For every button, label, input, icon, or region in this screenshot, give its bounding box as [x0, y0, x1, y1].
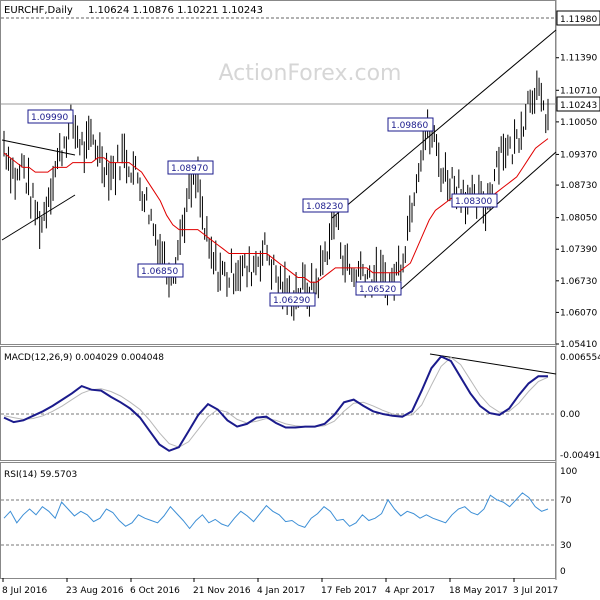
- price-axis-tick: 1.11390: [560, 54, 597, 64]
- x-axis-label: 23 Aug 2016: [66, 586, 124, 596]
- ohlc-readout: 1.10624 1.10876 1.10221 1.10243: [88, 5, 263, 16]
- rsi-axis-0: 0: [560, 567, 566, 577]
- rsi-axis-30: 30: [560, 541, 572, 551]
- annotation-label: 1.06520: [359, 285, 396, 295]
- price-tags: 1.11980 1.10243: [556, 10, 600, 112]
- price-axis: 1.11390 1.10710 1.10050 1.09370 1.08730 1.080…: [556, 54, 597, 350]
- price-axis-tick: 1.06730: [560, 277, 597, 287]
- annotation-label: 1.08300: [455, 197, 492, 207]
- rsi-panel-frame: [0, 462, 556, 579]
- price-axis-tick: 1.10710: [560, 86, 597, 96]
- macd-signal-line: [3, 356, 549, 448]
- price-axis-tick: 1.08730: [560, 181, 597, 191]
- rsi-axis-70: 70: [560, 496, 572, 506]
- channel-lower-line: [399, 151, 557, 291]
- channel-upper-line: [331, 29, 557, 219]
- x-axis-label: 21 Nov 2016: [193, 586, 251, 596]
- price-annotations: 1.09990 1.08970 1.06850 1.06290 1.08230 1.065…: [27, 109, 498, 307]
- last-price-tag-box: [556, 96, 600, 112]
- triangle-lower-line: [1, 194, 76, 241]
- resistance-tag-box: [556, 10, 600, 26]
- moving-average-line: [3, 138, 549, 283]
- macd-axis-zero: 0.00: [560, 410, 580, 420]
- price-axis-tick: 1.10050: [560, 118, 597, 128]
- price-axis-tick: 1.07390: [560, 245, 597, 255]
- x-axis: 8 Jul 2016 23 Aug 2016 6 Oct 2016 21 Nov 20…: [2, 578, 558, 596]
- annotation-box: [387, 117, 434, 132]
- resistance-tag: 1.11980: [560, 15, 597, 25]
- annotation-label: 1.09990: [31, 113, 68, 123]
- macd-title: MACD(12,26,9) 0.004029 0.004048: [4, 353, 164, 363]
- macd-line: [3, 355, 548, 452]
- annotation-label: 1.08970: [171, 164, 208, 174]
- x-axis-label: 8 Jul 2016: [2, 586, 47, 596]
- macd-divergence-line: [429, 353, 557, 375]
- price-axis-tick: 1.06070: [560, 308, 597, 318]
- price-axis-tick: 1.05410: [560, 340, 597, 350]
- x-axis-label: 4 Jan 2017: [257, 586, 305, 596]
- annotation-box: [355, 281, 402, 296]
- chart-title: EURCHF,Daily: [4, 5, 73, 16]
- triangle-upper-line: [1, 139, 76, 156]
- macd-axis-top: 0.006554: [560, 353, 600, 363]
- rsi-axis-100: 100: [560, 467, 577, 477]
- price-axis-tick: 1.08050: [560, 214, 597, 224]
- annotation-box: [269, 292, 316, 307]
- annotation-box: [451, 193, 498, 208]
- annotation-label: 1.06850: [141, 267, 178, 277]
- watermark: ActionForex.com: [219, 61, 402, 86]
- annotation-box: [167, 160, 214, 175]
- rsi-line: [3, 492, 549, 530]
- x-axis-label: 3 Jul 2017: [513, 586, 558, 596]
- trend-lines: [1, 29, 557, 291]
- annotation-label: 1.09860: [391, 121, 428, 131]
- last-price-tag: 1.10243: [560, 101, 597, 111]
- annotation-box: [137, 263, 184, 278]
- price-axis-tick: 1.09370: [560, 150, 597, 160]
- annotation-box: [302, 198, 349, 213]
- rsi-title: RSI(14) 59.5703: [4, 470, 77, 480]
- macd-axis-bottom: -0.004916: [560, 451, 600, 461]
- annotation-box: [27, 109, 74, 124]
- x-axis-label: 18 May 2017: [449, 586, 508, 596]
- x-axis-label: 4 Apr 2017: [385, 586, 435, 596]
- x-axis-label: 6 Oct 2016: [130, 586, 180, 596]
- annotation-label: 1.08230: [306, 202, 343, 212]
- x-axis-label: 17 Feb 2017: [321, 586, 377, 596]
- annotation-label: 1.06290: [273, 296, 310, 306]
- macd-panel-frame: [0, 346, 556, 461]
